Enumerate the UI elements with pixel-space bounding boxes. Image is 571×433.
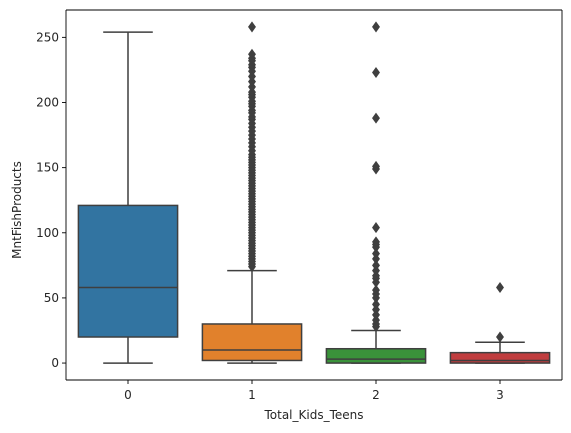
outlier-point [372, 259, 380, 271]
outlier-point [496, 281, 504, 294]
y-tick-label: 0 [51, 356, 59, 370]
box-iqr [449, 351, 551, 364]
outlier-point [496, 331, 504, 343]
boxes-layer [77, 21, 551, 364]
x-tick-label: 2 [372, 388, 380, 402]
outlier-point [248, 21, 256, 33]
outlier-point [372, 248, 380, 260]
axes-layer: 0 50 100 150 200 250 0 1 2 3 [36, 9, 563, 402]
box-group-1 [201, 21, 303, 364]
x-axis-label: Total_Kids_Teens [263, 408, 363, 422]
outlier-point [372, 67, 380, 79]
box-iqr [201, 323, 303, 362]
y-tick-label: 100 [36, 226, 59, 240]
outlier-point [372, 284, 380, 296]
y-axis-label: MntFishProducts [10, 161, 24, 259]
box-group-3 [449, 281, 551, 364]
outlier-point [372, 236, 380, 248]
y-tick-label: 50 [44, 291, 59, 305]
box-iqr [325, 347, 427, 364]
outlier-point [372, 298, 380, 310]
box-group-2 [325, 21, 427, 364]
box-iqr [77, 204, 179, 338]
outlier-point [372, 222, 380, 234]
outlier-point [372, 160, 380, 172]
outlier-point [372, 21, 380, 33]
box-group-0 [77, 31, 179, 364]
y-tick-label: 250 [36, 30, 59, 44]
outlier-point [248, 48, 256, 60]
x-tick-label: 3 [496, 388, 504, 402]
y-tick-label: 150 [36, 161, 59, 175]
outlier-point [372, 112, 380, 124]
x-tick-label: 1 [248, 388, 256, 402]
y-tick-label: 200 [36, 96, 59, 110]
x-tick-label: 0 [124, 388, 132, 402]
